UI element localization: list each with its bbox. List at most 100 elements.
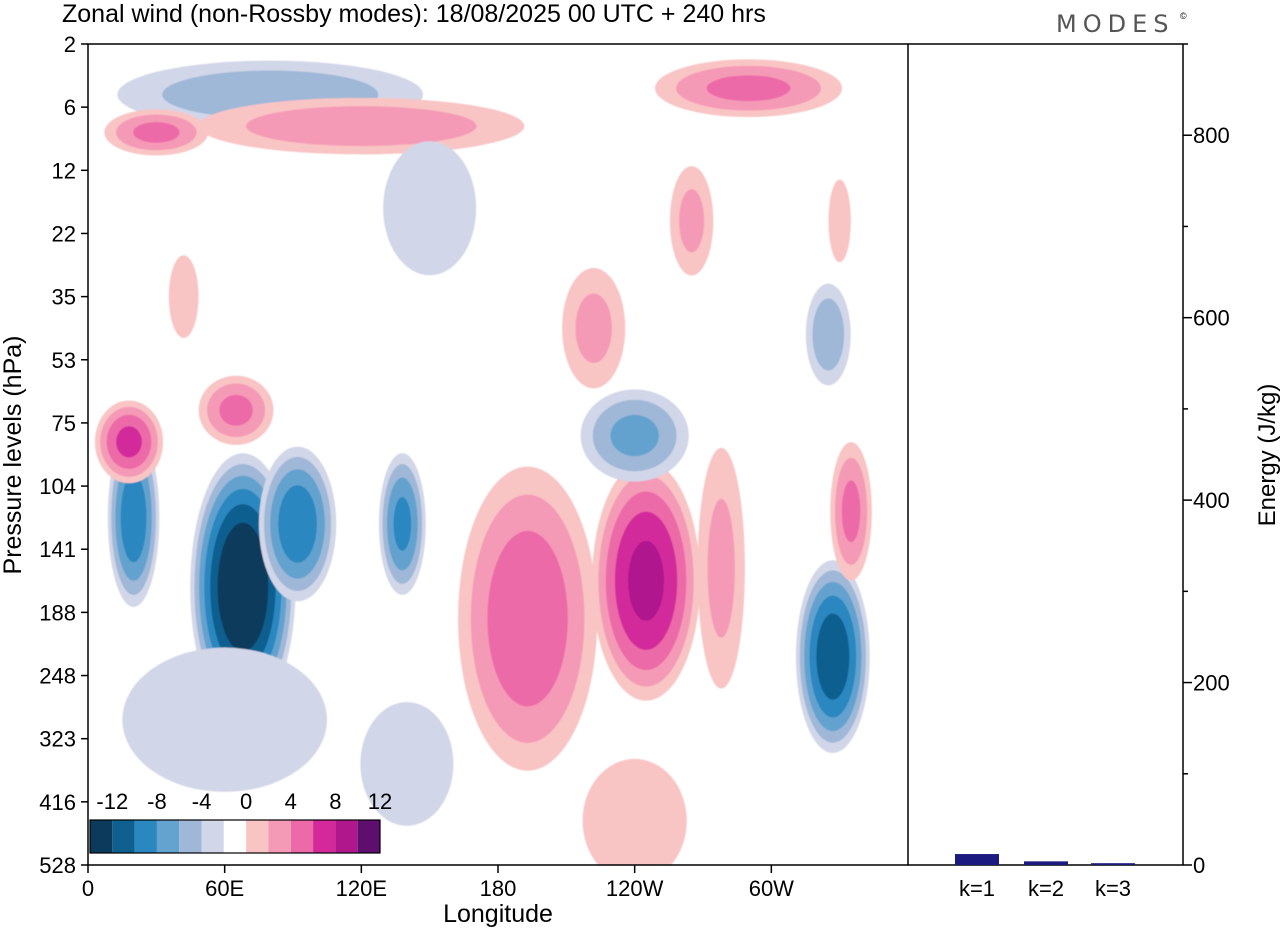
wind-anomaly-7 (795, 560, 870, 753)
wind-contour-12-4 (812, 298, 845, 371)
colorbar-swatch-2 (134, 820, 157, 853)
wind-anomaly-24 (168, 255, 199, 338)
wind-contour-11-6 (610, 414, 659, 457)
wind-anomaly-16 (360, 702, 454, 826)
colorbar-swatch-12 (357, 820, 380, 853)
colorbar-label-6: 12 (368, 789, 392, 814)
wind-contour-16-2 (360, 702, 454, 826)
x-tick-label-5: 60W (749, 876, 794, 901)
energy-tick-label-3: 600 (1193, 306, 1230, 331)
wind-contour-19-4 (246, 106, 477, 147)
colorbar-frame (89, 819, 381, 854)
energy-category-label-1: k=2 (1028, 876, 1064, 901)
wind-contour-21-6 (706, 75, 791, 102)
y-tick-label-8: 141 (39, 537, 76, 562)
wind-contour-13-4 (575, 293, 612, 363)
wind-anomaly-22 (383, 141, 477, 276)
pressure-axis: 2 6 12 22 35 53 75 104 141 188 248 323 416 528 (39, 32, 88, 878)
colorbar-swatch-0 (90, 820, 113, 853)
colorbar-swatch-1 (112, 820, 135, 853)
energy-axis-label: Energy (J/kg) (1254, 384, 1280, 527)
wind-anomaly-13 (562, 268, 626, 389)
wind-anomaly-5 (592, 460, 701, 701)
energy-category-label-2: k=3 (1095, 876, 1131, 901)
wind-contour-20-6 (133, 122, 180, 143)
colorbar-swatch-6 (223, 820, 247, 853)
x-tick-label-1: 60E (205, 876, 244, 901)
y-axis-label: Pressure levels (hPa) (0, 336, 27, 575)
colorbar-swatch-11 (335, 820, 358, 853)
y-tick-label-3: 22 (52, 221, 76, 246)
logo-copyright-mark: © (1180, 11, 1187, 21)
y-tick-label-13: 528 (39, 853, 76, 878)
wind-anomaly-20 (104, 109, 209, 156)
energy-bar-k=3 (1091, 863, 1135, 865)
modes-logo: MODES (1056, 10, 1174, 38)
y-tick-label-11: 323 (39, 727, 76, 752)
colorbar-label-4: 4 (285, 789, 297, 814)
colorbar-swatch-5 (201, 820, 224, 853)
colorbar: -12 -8 -4 0 4 8 12 (89, 789, 392, 854)
longitude-axis: 0 60E 120E 180 120W 60W (82, 865, 794, 901)
wind-anomaly-19 (198, 97, 525, 155)
y-tick-label-2: 12 (52, 158, 76, 183)
y-tick-label-1: 6 (64, 95, 76, 120)
wind-contour-6-4 (707, 498, 735, 638)
wind-contour-1-14 (228, 549, 258, 625)
wind-contour-0-8 (120, 472, 147, 563)
x-tick-label-0: 0 (82, 876, 94, 901)
colorbar-swatch-10 (313, 820, 336, 853)
y-tick-label-7: 104 (39, 474, 76, 499)
colorbar-label-0: -12 (96, 789, 128, 814)
wind-anomaly-12 (805, 283, 851, 386)
energy-bar-chart: 0 200 400 600 800 k=1 k=2 k=3 (955, 43, 1230, 901)
colorbar-swatch-4 (179, 820, 202, 853)
zonal-wind-heatmap (88, 44, 908, 865)
energy-tick-label-1: 200 (1193, 671, 1230, 696)
x-tick-label-3: 180 (480, 876, 517, 901)
colorbar-label-3: 0 (240, 789, 252, 814)
wind-anomaly-14 (669, 166, 714, 276)
wind-contour-5-10 (628, 540, 665, 621)
wind-contour-17-2 (582, 758, 687, 865)
energy-tick-label-2: 400 (1193, 488, 1230, 513)
wind-anomaly-6 (697, 447, 745, 689)
y-tick-label-9: 188 (39, 600, 76, 625)
wind-contour-4-6 (487, 530, 568, 707)
y-tick-label-4: 35 (52, 285, 76, 310)
energy-tick-label-0: 0 (1193, 853, 1205, 878)
x-axis-label: Longitude (443, 900, 553, 928)
colorbar-swatch-9 (290, 820, 314, 853)
energy-category-label-0: k=1 (959, 876, 995, 901)
wind-anomaly-10 (198, 375, 274, 445)
colorbar-label-2: -4 (192, 789, 212, 814)
wind-contour-23-2 (828, 179, 851, 263)
wind-anomaly-15 (122, 647, 327, 792)
energy-bar-k=1 (955, 854, 999, 865)
y-tick-label-10: 248 (39, 664, 76, 689)
wind-anomaly-23 (828, 179, 851, 263)
wind-contour-14-4 (679, 189, 705, 253)
wind-anomaly-4 (458, 466, 598, 771)
wind-contour-7-10 (816, 613, 850, 700)
x-tick-label-2: 120E (336, 876, 387, 901)
y-tick-label-0: 2 (64, 32, 76, 57)
energy-tick-label-4: 800 (1193, 123, 1230, 148)
colorbar-swatch-3 (156, 820, 180, 853)
y-tick-label-5: 53 (52, 348, 76, 373)
wind-anomaly-17 (582, 758, 687, 865)
wind-contour-24-2 (168, 255, 199, 338)
wind-anomaly-21 (654, 59, 843, 118)
wind-contour-15-2 (122, 647, 327, 792)
wind-contour-9-8 (116, 426, 142, 458)
wind-contour-2-8 (278, 485, 317, 563)
wind-anomaly-8 (830, 442, 872, 581)
y-tick-label-6: 75 (52, 411, 76, 436)
x-tick-label-4: 120W (606, 876, 664, 901)
y-tick-label-12: 416 (39, 790, 76, 815)
wind-anomaly-11 (580, 389, 689, 482)
colorbar-label-1: -8 (147, 789, 167, 814)
chart-title: Zonal wind (non-Rossby modes): 18/08/202… (62, 0, 766, 28)
wind-contour-10-6 (219, 394, 253, 426)
